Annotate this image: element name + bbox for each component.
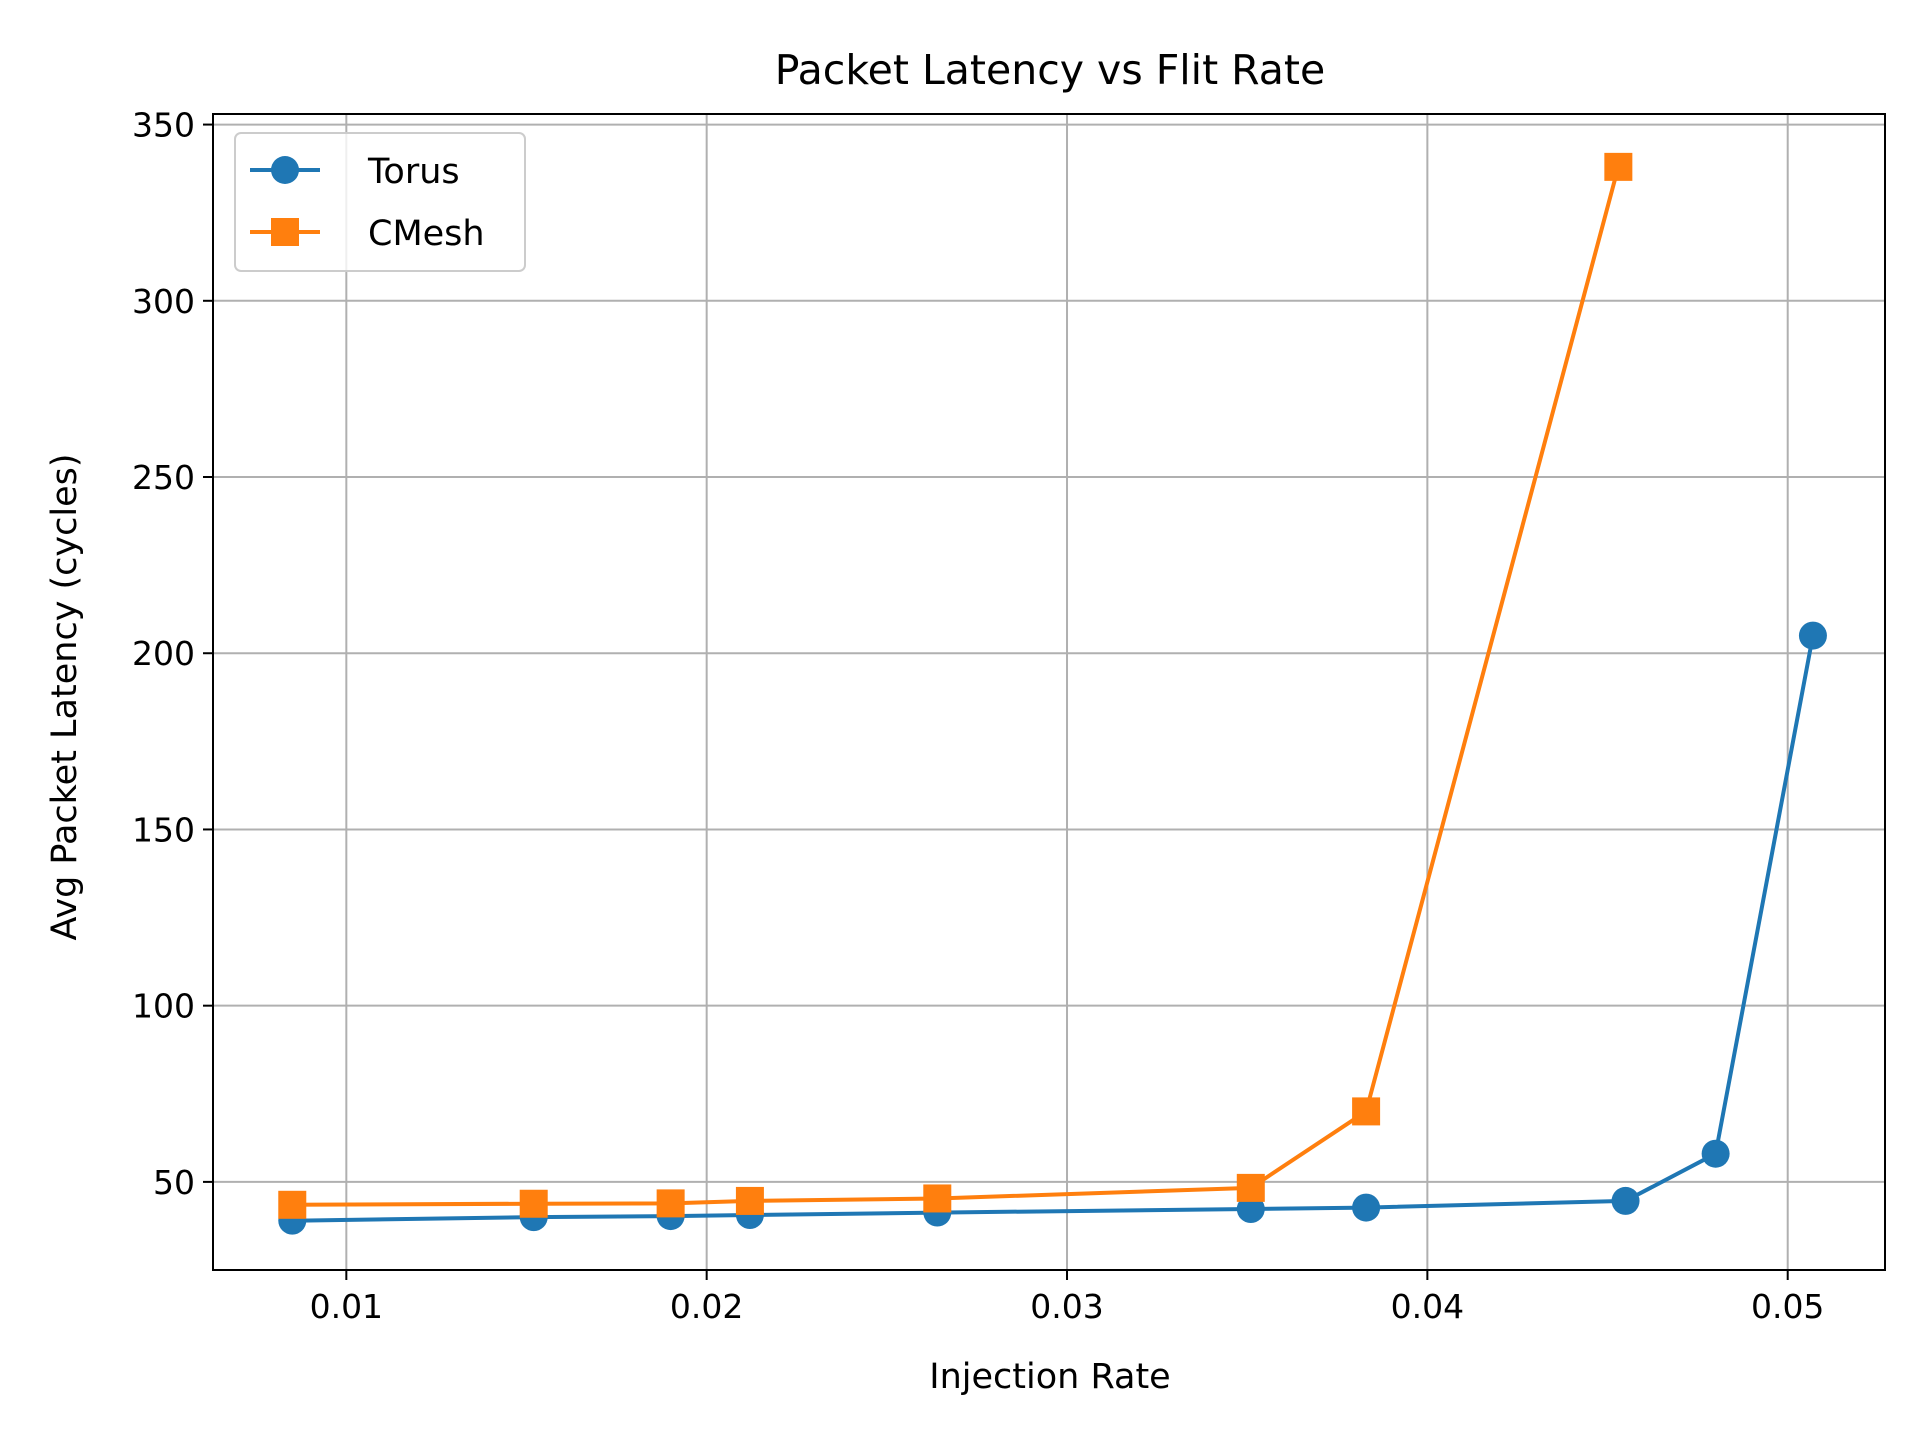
- data-point-cmesh: [656, 1189, 685, 1218]
- x-tick-label: 0.04: [1391, 1287, 1464, 1326]
- data-point-torus: [1352, 1193, 1381, 1222]
- data-point-cmesh: [923, 1184, 952, 1213]
- series-cmesh: [278, 152, 1633, 1219]
- x-tick-label: 0.01: [310, 1287, 383, 1326]
- grid: [213, 114, 1885, 1270]
- chart-title: Packet Latency vs Flit Rate: [775, 46, 1325, 94]
- data-point-cmesh: [519, 1189, 548, 1218]
- y-tick-label: 200: [132, 634, 195, 673]
- legend-marker-cmesh: [271, 218, 299, 246]
- data-point-torus: [1236, 1195, 1265, 1224]
- series-line-torus: [292, 635, 1815, 1223]
- data-point-cmesh: [1236, 1173, 1265, 1202]
- x-tick-label: 0.03: [1030, 1287, 1103, 1326]
- y-tick-label: 250: [132, 458, 195, 497]
- data-point-cmesh: [1352, 1097, 1381, 1126]
- y-axis-ticks: 50 100 150 200 250 300 350: [132, 106, 213, 1202]
- legend-box: [234, 132, 526, 272]
- data-point-cmesh: [735, 1186, 764, 1215]
- data-point-cmesh: [1604, 152, 1633, 181]
- x-tick-label: 0.02: [670, 1287, 743, 1326]
- y-tick-label: 100: [132, 987, 195, 1026]
- y-tick-label: 150: [132, 810, 195, 849]
- legend-label-torus: Torus: [367, 152, 460, 192]
- data-point-torus: [1798, 621, 1827, 650]
- y-tick-label: 350: [132, 106, 195, 145]
- legend: Torus CMesh: [234, 132, 526, 272]
- series-layer: [278, 152, 1827, 1235]
- y-tick-label: 300: [132, 282, 195, 321]
- data-point-torus: [1611, 1186, 1640, 1215]
- data-point-cmesh: [278, 1190, 307, 1219]
- series-line-cmesh: [292, 166, 1621, 1207]
- data-point-torus: [1701, 1139, 1730, 1168]
- legend-label-cmesh: CMesh: [368, 214, 485, 254]
- x-axis-label: Injection Rate: [929, 1357, 1170, 1397]
- y-axis-label: Avg Packet Latency (cycles): [45, 453, 85, 940]
- legend-marker-torus: [271, 156, 299, 184]
- y-tick-label: 50: [153, 1163, 195, 1202]
- plot-frame: [212, 113, 1886, 1271]
- x-axis-ticks: 0.01 0.02 0.03 0.04 0.05: [310, 1270, 1824, 1326]
- x-tick-label: 0.05: [1751, 1287, 1824, 1326]
